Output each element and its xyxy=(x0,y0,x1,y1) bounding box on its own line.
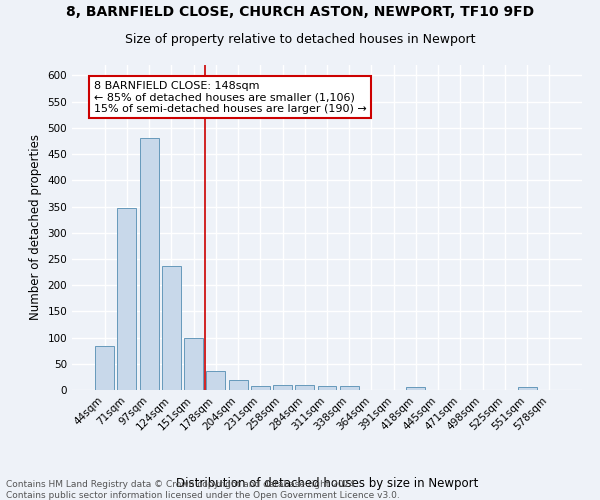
Bar xyxy=(184,338,203,390)
Bar xyxy=(273,386,292,390)
Bar xyxy=(229,380,248,390)
Text: 8 BARNFIELD CLOSE: 148sqm
← 85% of detached houses are smaller (1,106)
15% of se: 8 BARNFIELD CLOSE: 148sqm ← 85% of detac… xyxy=(94,80,366,114)
Text: Size of property relative to detached houses in Newport: Size of property relative to detached ho… xyxy=(125,32,475,46)
Bar xyxy=(162,266,181,390)
Bar xyxy=(95,346,114,390)
Bar xyxy=(140,138,158,390)
Text: Distribution of detached houses by size in Newport: Distribution of detached houses by size … xyxy=(176,477,478,490)
Text: Contains HM Land Registry data © Crown copyright and database right 2024.
Contai: Contains HM Land Registry data © Crown c… xyxy=(6,480,400,500)
Y-axis label: Number of detached properties: Number of detached properties xyxy=(29,134,42,320)
Bar xyxy=(518,387,536,390)
Bar xyxy=(295,386,314,390)
Bar xyxy=(317,386,337,390)
Bar xyxy=(206,370,225,390)
Bar xyxy=(406,387,425,390)
Bar xyxy=(251,386,270,390)
Text: 8, BARNFIELD CLOSE, CHURCH ASTON, NEWPORT, TF10 9FD: 8, BARNFIELD CLOSE, CHURCH ASTON, NEWPOR… xyxy=(66,5,534,19)
Bar xyxy=(118,208,136,390)
Bar xyxy=(340,386,359,390)
